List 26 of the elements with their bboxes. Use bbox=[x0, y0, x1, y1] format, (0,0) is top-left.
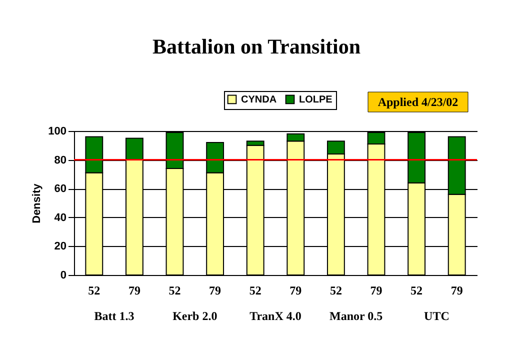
x-tick-label: 79 bbox=[209, 284, 222, 298]
x-tick-label: 79 bbox=[290, 284, 302, 298]
x-tick-label: 79 bbox=[128, 284, 140, 298]
text: Kerb 2.0 bbox=[172, 309, 218, 323]
legend-label: LOLPE bbox=[299, 94, 333, 106]
x-tick-label: 79 bbox=[370, 284, 382, 298]
text: TranX 4.0 bbox=[250, 309, 302, 323]
y-tick-label: 100 bbox=[48, 126, 66, 138]
text: Manor 0.5 bbox=[330, 309, 383, 323]
y-tick-label: 20 bbox=[54, 240, 66, 253]
y-tick-label: 60 bbox=[54, 183, 66, 196]
x-tick-label: 79 bbox=[450, 284, 463, 298]
y-tick-label: 40 bbox=[54, 212, 66, 224]
x-tick-label: 52 bbox=[168, 284, 181, 298]
y-tick-label: 0 bbox=[60, 270, 66, 282]
x-tick-label: 52 bbox=[249, 284, 262, 298]
y-axis-title: Density bbox=[31, 182, 44, 224]
x-tick-label: 52 bbox=[410, 284, 423, 298]
text: Batt 1.3 bbox=[94, 309, 134, 323]
x-tick-label: 52 bbox=[330, 284, 342, 298]
legend-label: CYNDA bbox=[241, 94, 277, 106]
text: UTC bbox=[424, 309, 450, 323]
y-tick-label: 80 bbox=[54, 154, 66, 166]
chart-title: Battalion on Transition bbox=[152, 34, 361, 58]
x-tick-label: 52 bbox=[88, 284, 100, 298]
text: Applied 4/23/02 bbox=[378, 95, 458, 109]
